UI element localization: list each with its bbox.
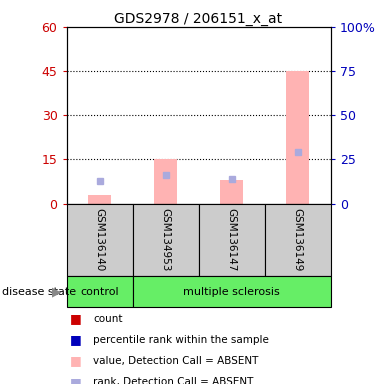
Text: ■: ■ bbox=[70, 376, 82, 384]
Text: rank, Detection Call = ABSENT: rank, Detection Call = ABSENT bbox=[93, 377, 253, 384]
Text: GSM136149: GSM136149 bbox=[293, 208, 302, 272]
Text: ■: ■ bbox=[70, 312, 82, 325]
Text: count: count bbox=[93, 314, 123, 324]
Title: GDS2978 / 206151_x_at: GDS2978 / 206151_x_at bbox=[114, 12, 283, 26]
Bar bbox=[220, 180, 243, 204]
Text: ■: ■ bbox=[70, 354, 82, 367]
Text: control: control bbox=[80, 287, 119, 297]
Bar bbox=[286, 71, 309, 204]
Text: multiple sclerosis: multiple sclerosis bbox=[183, 287, 280, 297]
Bar bbox=[154, 159, 177, 204]
Text: value, Detection Call = ABSENT: value, Detection Call = ABSENT bbox=[93, 356, 258, 366]
Text: disease state: disease state bbox=[2, 287, 76, 297]
Text: ▶: ▶ bbox=[52, 285, 62, 298]
Text: GSM134953: GSM134953 bbox=[160, 208, 171, 272]
Text: GSM136147: GSM136147 bbox=[226, 208, 237, 272]
Text: GSM136140: GSM136140 bbox=[95, 209, 105, 271]
Text: ■: ■ bbox=[70, 333, 82, 346]
Text: percentile rank within the sample: percentile rank within the sample bbox=[93, 335, 269, 345]
Bar bbox=[88, 195, 111, 204]
